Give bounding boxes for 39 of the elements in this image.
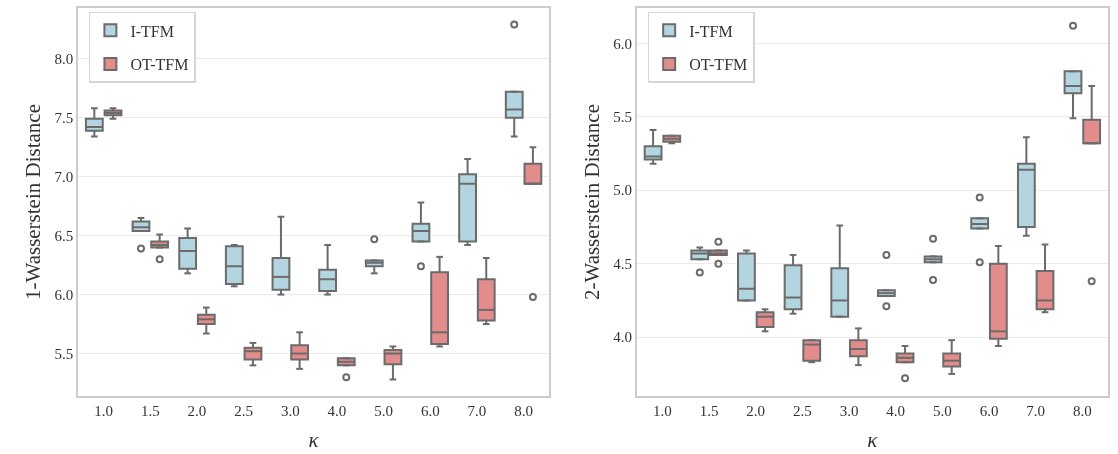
y-tick-label: 8.0 xyxy=(54,50,74,67)
x-tick-label: 8.0 xyxy=(514,402,533,419)
x-tick-label: 6.0 xyxy=(979,402,999,419)
y-tick-label: 4.5 xyxy=(613,255,633,272)
x-tick-label: 1.5 xyxy=(140,402,160,419)
y-tick-label: 5.5 xyxy=(54,345,74,362)
x-tick-label: 1.0 xyxy=(94,402,114,419)
y-axis-title: 1-Wasserstein Distance xyxy=(21,104,46,300)
x-tick-label: 8.0 xyxy=(1072,402,1092,419)
x-tick-label: 1.5 xyxy=(699,402,719,419)
y-tick-label: 6.0 xyxy=(54,286,74,303)
legend-label: OT-TFM xyxy=(130,56,189,74)
x-tick-label: 4.0 xyxy=(327,402,347,419)
y-axis-title: 2-Wasserstein Distance xyxy=(579,104,604,300)
x-tick-label: 7.0 xyxy=(1026,402,1046,419)
y-tick-label: 7.5 xyxy=(54,109,74,126)
x-tick-label: 6.0 xyxy=(420,402,440,419)
x-tick-label: 3.0 xyxy=(839,402,859,419)
legend-label: I-TFM xyxy=(689,22,733,40)
x-tick-label: 2.5 xyxy=(793,402,812,419)
y-tick-label: 5.0 xyxy=(613,182,633,199)
x-tick-label: 1.0 xyxy=(653,402,672,419)
y-tick-label: 6.5 xyxy=(54,227,74,244)
y-tick-label: 6.0 xyxy=(613,35,633,52)
x-tick-label: 2.0 xyxy=(746,402,766,419)
x-tick-label: 4.0 xyxy=(886,402,906,419)
x-tick-label: 2.0 xyxy=(187,402,207,419)
legend-label: I-TFM xyxy=(130,22,174,40)
x-axis-title: κ xyxy=(867,428,879,453)
x-tick-label: 5.0 xyxy=(933,402,952,419)
x-axis-title: κ xyxy=(308,428,320,453)
y-tick-label: 4.0 xyxy=(613,329,633,346)
x-tick-label: 7.0 xyxy=(467,402,487,419)
x-tick-label: 3.0 xyxy=(280,402,300,419)
x-tick-label: 2.5 xyxy=(234,402,254,419)
legend-label: OT-TFM xyxy=(689,56,748,74)
y-tick-label: 5.5 xyxy=(613,109,633,126)
y-tick-label: 7.0 xyxy=(54,168,74,185)
x-tick-label: 5.0 xyxy=(374,402,393,419)
